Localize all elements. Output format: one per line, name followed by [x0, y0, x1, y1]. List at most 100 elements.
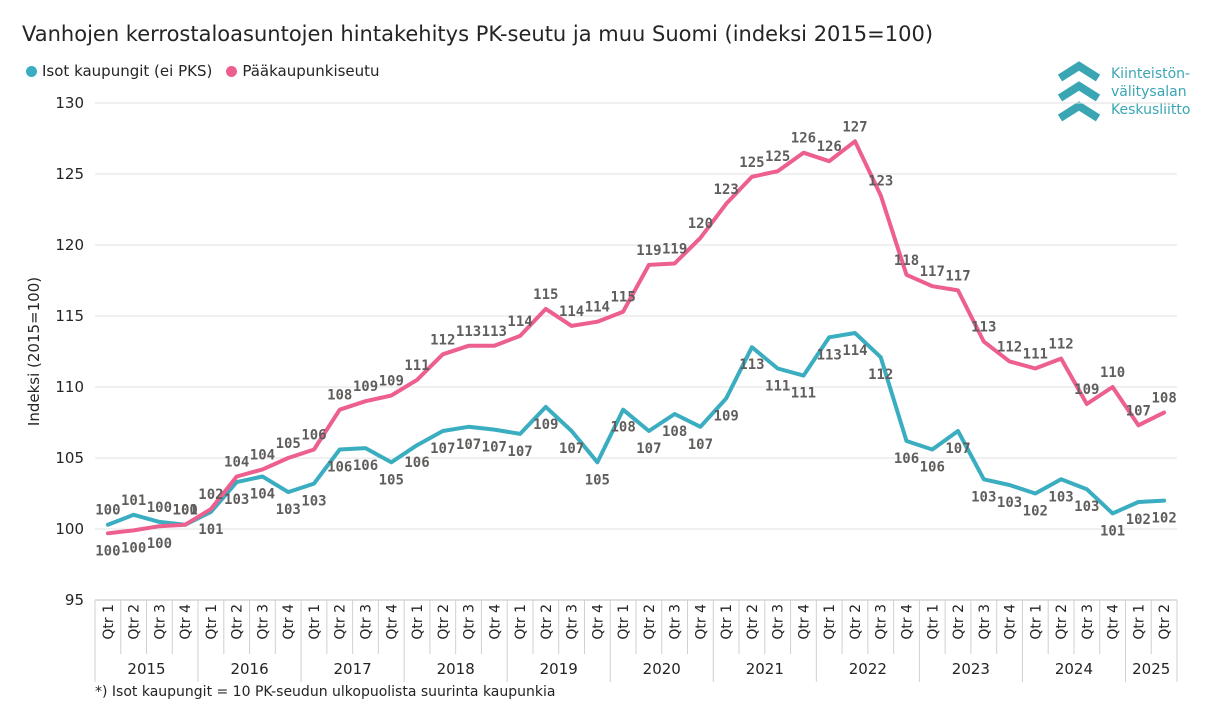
- x-quarter-label: Qtr 4: [487, 604, 503, 640]
- chart-title: Vanhojen kerrostaloasuntojen hintakehity…: [22, 22, 934, 46]
- data-label-s1-31: 118: [894, 253, 919, 269]
- data-label-s0-41: 102: [1151, 511, 1176, 527]
- data-label-s1-16: 114: [507, 314, 532, 330]
- data-label-s0-35: 103: [997, 495, 1022, 511]
- x-quarter-label: Qtr 4: [900, 604, 916, 640]
- data-label-s1-34: 113: [971, 320, 996, 336]
- x-quarter-label: Qtr 3: [462, 604, 478, 640]
- y-tick-label-100: 100: [55, 520, 84, 538]
- data-label-s0-25: 113: [739, 357, 764, 373]
- data-label-s1-27: 126: [791, 131, 816, 147]
- data-label-s1-32: 117: [920, 264, 945, 280]
- data-label-s1-4: 102: [198, 487, 223, 503]
- data-label-s0-13: 107: [430, 441, 455, 457]
- y-tick-label-95: 95: [65, 591, 84, 609]
- x-quarter-label: Qtr 1: [513, 604, 529, 640]
- data-label-s0-17: 109: [533, 417, 558, 433]
- x-year-label-2019: 2019: [540, 660, 578, 678]
- data-label-s1-29: 127: [842, 119, 867, 135]
- x-year-label-2015: 2015: [127, 660, 165, 678]
- x-quarter-label: Qtr 2: [539, 604, 555, 640]
- kvkl-logo: Kiinteistön- välitysalan Keskusliitto: [1055, 60, 1190, 124]
- data-label-s0-8: 103: [301, 494, 326, 510]
- x-quarter-label: Qtr 1: [1028, 604, 1044, 640]
- data-label-s0-0: 100: [95, 503, 120, 519]
- x-quarter-label: Qtr 3: [668, 604, 684, 640]
- data-label-s1-0: 100: [95, 543, 120, 559]
- data-label-s1-25: 125: [739, 155, 764, 171]
- data-label-s1-21: 119: [636, 243, 661, 259]
- x-quarter-label: Qtr 1: [925, 604, 941, 640]
- data-label-s0-20: 108: [610, 420, 635, 436]
- chevron-logo-icon: [1057, 61, 1101, 122]
- data-label-s0-3: 101: [173, 503, 198, 519]
- data-label-s1-23: 120: [688, 216, 713, 232]
- data-label-s0-2: 100: [147, 500, 172, 516]
- data-label-s1-39: 110: [1100, 365, 1125, 381]
- data-label-s1-22: 119: [662, 241, 687, 257]
- logo-line-2: välitysalan: [1111, 84, 1187, 100]
- x-quarter-label: Qtr 2: [436, 604, 452, 640]
- y-tick-label-130: 130: [55, 94, 84, 112]
- data-label-s0-40: 102: [1126, 512, 1151, 528]
- x-quarter-label: Qtr 1: [616, 604, 632, 640]
- data-label-s0-4: 101: [198, 522, 223, 538]
- data-label-s1-5: 104: [224, 454, 249, 470]
- legend-item-isot-kaupungit[interactable]: Isot kaupungit (ei PKS): [26, 62, 212, 80]
- data-label-s0-18: 107: [559, 441, 584, 457]
- data-label-s1-38: 109: [1074, 382, 1099, 398]
- data-label-s1-24: 123: [714, 182, 739, 198]
- legend-marker-paakaupunkiseutu: [226, 65, 238, 77]
- data-label-s0-32: 106: [920, 459, 945, 475]
- data-label-s0-26: 111: [765, 379, 790, 395]
- x-quarter-label: Qtr 3: [977, 604, 993, 640]
- x-quarter-label: Qtr 2: [642, 604, 658, 640]
- x-quarter-label: Qtr 2: [230, 604, 246, 640]
- x-quarter-label: Qtr 4: [281, 604, 297, 640]
- x-quarter-label: Qtr 2: [333, 604, 349, 640]
- data-label-s0-31: 106: [894, 451, 919, 467]
- x-year-label-2018: 2018: [437, 660, 475, 678]
- data-label-s1-41: 108: [1151, 391, 1176, 407]
- x-quarter-label: Qtr 4: [384, 604, 400, 640]
- data-label-s1-8: 106: [301, 427, 326, 443]
- x-year-label-2022: 2022: [849, 660, 887, 678]
- legend-marker-isot-kaupungit: [26, 65, 37, 77]
- y-tick-label-115: 115: [55, 307, 84, 325]
- data-label-s0-21: 107: [636, 441, 661, 457]
- data-label-s0-22: 108: [662, 424, 687, 440]
- data-label-s0-33: 107: [945, 441, 970, 457]
- x-year-label-2024: 2024: [1055, 660, 1093, 678]
- x-quarter-label: Qtr 3: [359, 604, 375, 640]
- x-quarter-label: Qtr 1: [101, 604, 117, 640]
- x-quarter-label: Qtr 3: [152, 604, 168, 640]
- logo-line-1: Kiinteistön-: [1111, 66, 1191, 82]
- data-label-s0-30: 112: [868, 367, 893, 383]
- data-label-s1-37: 112: [1048, 337, 1073, 353]
- data-label-s1-28: 126: [817, 139, 842, 155]
- data-label-s0-16: 107: [507, 444, 532, 460]
- data-label-s1-10: 109: [353, 379, 378, 395]
- series-line-0: [105, 331, 1167, 527]
- legend-item-paakaupunkiseutu[interactable]: Pääkaupunkiseutu: [226, 62, 380, 80]
- data-label-s1-18: 114: [559, 304, 584, 320]
- x-year-label-2023: 2023: [952, 660, 990, 678]
- x-quarter-label: Qtr 2: [745, 604, 761, 640]
- data-label-s1-20: 115: [610, 290, 635, 306]
- x-quarter-label: Qtr 1: [410, 604, 426, 640]
- x-year-label-2017: 2017: [334, 660, 372, 678]
- data-label-s1-11: 109: [379, 374, 404, 390]
- data-label-s0-27: 111: [791, 386, 816, 402]
- x-quarter-label: Qtr 1: [822, 604, 838, 640]
- legend-label-paakaupunkiseutu: Pääkaupunkiseutu: [242, 62, 380, 80]
- x-quarter-label: Qtr 4: [693, 604, 709, 640]
- x-quarter-label: Qtr 2: [1157, 604, 1173, 640]
- legend: Isot kaupungit (ei PKS) Pääkaupunkiseutu: [26, 62, 380, 80]
- y-tick-label-110: 110: [55, 378, 84, 396]
- data-label-s0-7: 103: [276, 502, 301, 518]
- data-label-s1-6: 104: [250, 447, 275, 463]
- data-label-s1-26: 125: [765, 149, 790, 165]
- data-label-s1-35: 112: [997, 339, 1022, 355]
- logo-line-3: Keskusliitto: [1111, 102, 1191, 118]
